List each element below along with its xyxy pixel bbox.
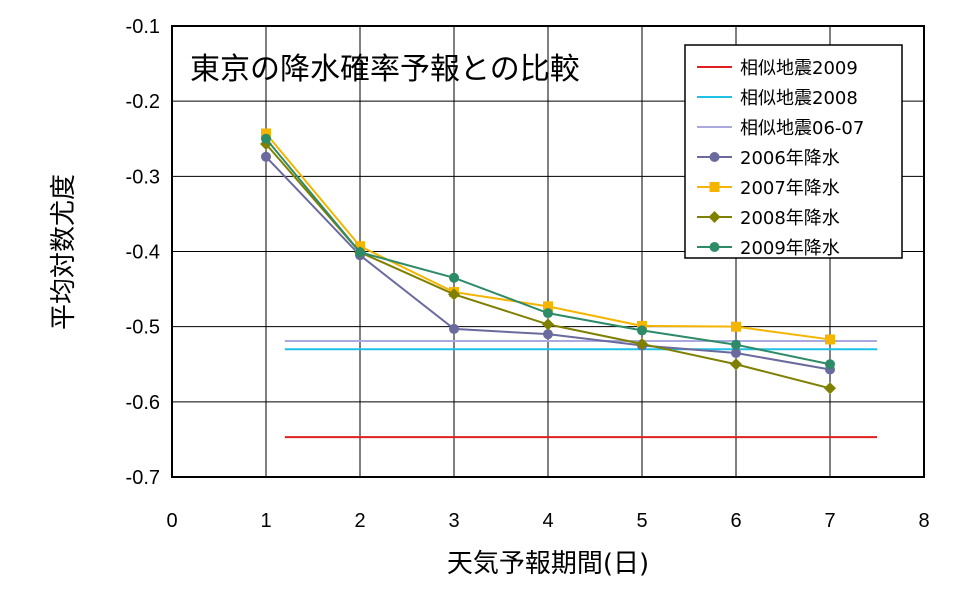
legend-label: 相似地震06-07 [740,118,864,139]
data-point [543,301,553,312]
legend-label: 相似地震2008 [740,88,858,109]
y-axis-title: 平均対数尤度 [49,174,79,330]
data-point [637,325,647,336]
data-point [542,318,554,331]
y-tick-label: -0.4 [126,242,160,264]
data-point [543,308,553,319]
reference-lines [284,339,877,439]
legend-swatch-marker [709,182,720,192]
x-axis-title: 天気予報期間(日) [447,549,649,579]
x-tick-label: 5 [636,510,647,532]
x-tick-labels: 0 1 2 3 4 5 6 7 8 [166,510,929,532]
data-point [449,272,459,283]
y-tick-label: -0.1 [126,16,160,38]
legend-label: 2008年降水 [740,208,840,229]
data-point [261,128,271,139]
x-tick-label: 3 [448,510,459,532]
data-point [355,247,365,258]
data-point [261,151,271,162]
data-point [824,382,836,395]
x-tick-label: 7 [824,510,835,532]
data-point [730,358,742,371]
legend-swatch-marker [709,242,720,252]
x-tick-label: 4 [542,510,553,532]
data-point [543,329,553,340]
legend-entry: 相似地震2008 [697,88,858,109]
data-point [731,321,741,332]
chart-title: 東京の降水確率予報との比較 [190,52,580,87]
data-point [355,241,365,252]
data-point [448,288,460,301]
y-tick-label: -0.7 [126,467,160,489]
y-tick-label: -0.6 [126,392,160,414]
legend-entry: 2009年降水 [697,238,840,259]
data-point [261,133,271,144]
data-point [825,359,835,370]
legend-label: 相似地震2009 [740,58,858,79]
legend: 相似地震2009 相似地震2008 相似地震06-07 2006年降水 2007年降水 2… [684,44,903,259]
y-tick-label: -0.5 [126,317,160,339]
series [261,133,835,370]
data-point [731,339,741,350]
x-tick-label: 2 [354,510,365,532]
legend-box [684,44,903,259]
legend-entry: 相似地震2009 [697,58,858,79]
data-point [825,334,835,345]
data-point [449,323,459,334]
y-tick-label: -0.2 [126,91,160,113]
legend-swatch-marker [708,211,721,223]
x-tick-label: 8 [918,510,929,532]
legend-label: 2009年降水 [740,238,840,259]
y-tick-labels: -0.1 -0.2 -0.3 -0.4 -0.5 -0.6 -0.7 [126,16,160,489]
data-point [731,347,741,358]
legend-label: 2007年降水 [740,178,840,199]
x-tick-label: 1 [260,510,271,532]
data-point [636,337,648,350]
legend-entry: 2007年降水 [697,178,840,199]
x-tick-label: 0 [166,510,177,532]
data-series [260,128,836,395]
y-tick-label: -0.3 [126,166,160,188]
legend-label: 2006年降水 [740,148,840,169]
legend-entry: 相似地震06-07 [697,118,864,139]
legend-swatch-marker [709,152,720,162]
legend-entry: 2008年降水 [697,208,840,229]
plot-area [171,25,925,478]
legend-entry: 2006年降水 [697,148,840,169]
x-tick-label: 6 [730,510,741,532]
